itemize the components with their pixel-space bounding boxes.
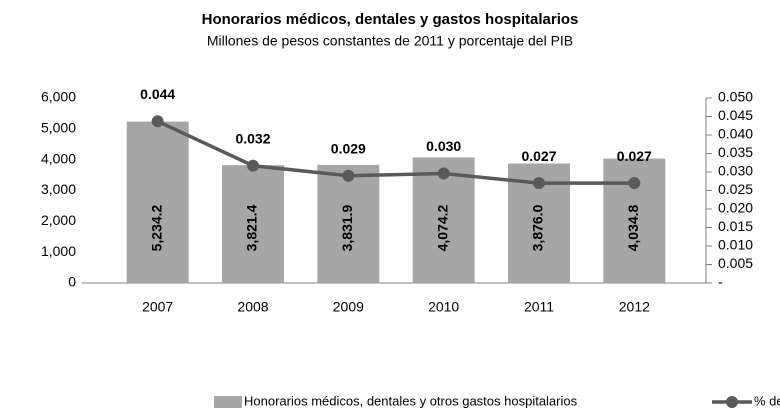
y2-tick-label: 0.040 <box>718 126 753 142</box>
bar-value-label: 4,074.2 <box>434 204 450 251</box>
line-marker <box>437 167 450 180</box>
y2-tick-label: 0.020 <box>718 200 753 216</box>
line-marker <box>342 169 355 182</box>
line-value-label: 0.032 <box>235 130 270 146</box>
line-marker <box>151 115 164 128</box>
y2-tick-label: 0.005 <box>718 255 753 271</box>
x-tick-label: 2011 <box>524 299 554 315</box>
line-value-label: 0.044 <box>140 86 175 102</box>
bar <box>126 121 189 283</box>
y2-tick-label: 0.015 <box>718 218 753 234</box>
y2-tick-label: 0.035 <box>718 144 753 160</box>
line-value-label: 0.027 <box>521 148 556 164</box>
bar-value-label: 3,831.9 <box>339 204 355 251</box>
bar <box>317 164 380 283</box>
x-tick-label: 2010 <box>428 299 459 315</box>
chart-title: Honorarios médicos, dentales y gastos ho… <box>202 11 579 28</box>
y-tick-label: 0 <box>68 274 76 290</box>
bar-value-label: 4,034.8 <box>625 204 641 251</box>
x-tick-label: 2008 <box>237 299 268 315</box>
line-value-label: 0.030 <box>426 138 461 154</box>
y-tick-label: 2,000 <box>41 212 76 228</box>
chart-subtitle: Millones de pesos constantes de 2011 y p… <box>207 33 573 49</box>
legend-label: Honorarios médicos, dentales y otros gas… <box>244 393 578 408</box>
y2-tick-label: 0.050 <box>718 89 753 105</box>
bar-value-label: 5,234.2 <box>148 204 164 251</box>
line <box>156 119 635 185</box>
x-tick-label: 2012 <box>619 299 650 315</box>
y-tick-label: 4,000 <box>41 150 76 166</box>
line-value-label: 0.029 <box>331 140 366 156</box>
legend-swatch <box>214 396 242 408</box>
y2-tick-label: 0.025 <box>718 181 753 197</box>
line-value-label: 0.027 <box>617 148 652 164</box>
legend-marker <box>726 396 738 408</box>
bar <box>222 165 284 283</box>
legend-label: % del PIB <box>754 393 780 408</box>
y-tick-label: 1,000 <box>41 243 76 259</box>
y2-tick-label: - <box>718 274 723 290</box>
y2-tick-label: 0.045 <box>718 107 753 123</box>
line-marker <box>247 159 259 172</box>
y-tick-label: 3,000 <box>41 181 76 197</box>
y2-tick-label: 0.030 <box>718 163 753 179</box>
x-tick-label: 2009 <box>333 299 364 315</box>
x-tick-label: 2007 <box>142 299 173 315</box>
y-tick-label: 5,000 <box>41 120 76 136</box>
line-marker <box>628 177 641 190</box>
bar-value-label: 3,821.4 <box>244 204 260 251</box>
y2-tick-label: 0.010 <box>718 237 753 253</box>
line-marker <box>533 177 545 190</box>
bar-value-label: 3,876.0 <box>530 204 546 251</box>
y-tick-label: 6,000 <box>41 89 76 105</box>
